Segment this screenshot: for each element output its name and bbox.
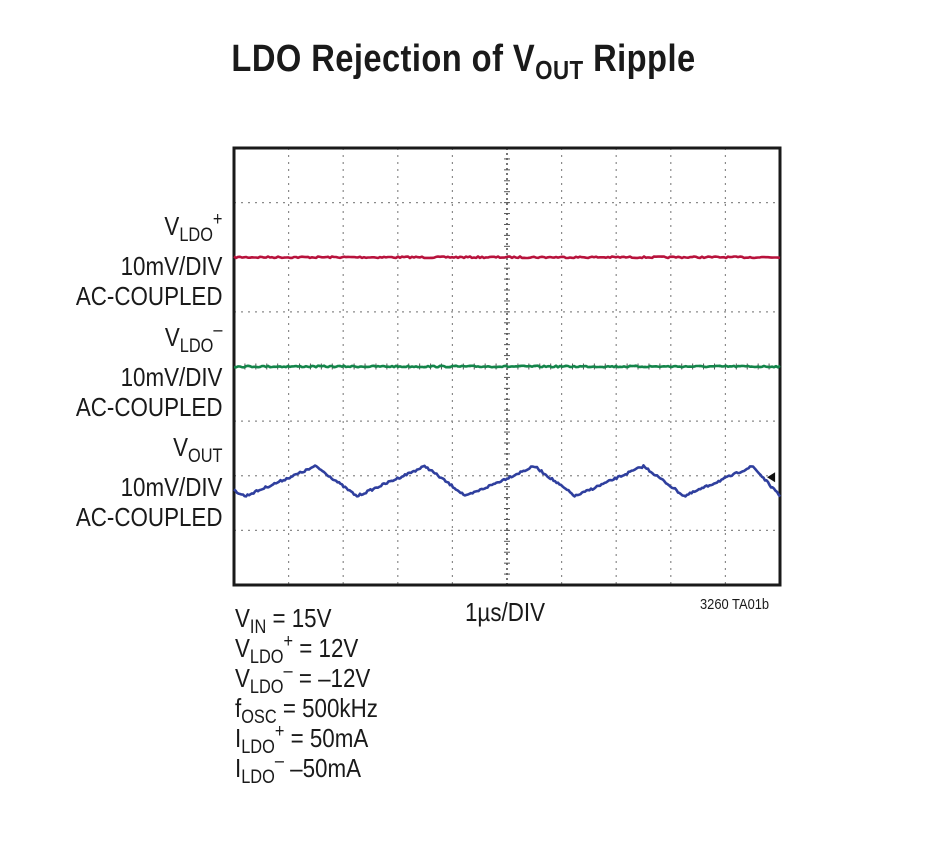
chart-title: LDO Rejection of VOUT Ripple <box>231 38 696 85</box>
condition-vin: VIN = 15V <box>235 603 332 638</box>
traces <box>233 255 782 498</box>
trace-vout <box>233 464 782 498</box>
condition-fosc: fOSC = 500kHz <box>235 693 378 728</box>
figure-id: 3260 TA01b <box>700 596 770 613</box>
condition-vldo-plus: VLDO+ = 12V <box>235 631 359 668</box>
condition-ildo-plus: ILDO+ = 50mA <box>235 721 369 758</box>
channel-3-label: VOUT 10mV/DIV AC-COUPLED <box>75 432 222 532</box>
channel-1-label: VLDO+ 10mV/DIV AC-COUPLED <box>75 209 222 311</box>
test-conditions: VIN = 15V VLDO+ = 12V VLDO– = –12V fOSC … <box>235 597 378 788</box>
ground-reference-arrow-icon <box>767 472 776 483</box>
channel-2-label: VLDO– 10mV/DIV AC-COUPLED <box>75 320 222 422</box>
trace-vldo-minus <box>233 364 781 369</box>
condition-ildo-minus: ILDO– –50mA <box>235 751 361 788</box>
timebase-label: 1µs/DIV <box>465 597 545 627</box>
trace-vldo-plus <box>233 255 781 260</box>
condition-vldo-minus: VLDO– = –12V <box>235 661 371 698</box>
